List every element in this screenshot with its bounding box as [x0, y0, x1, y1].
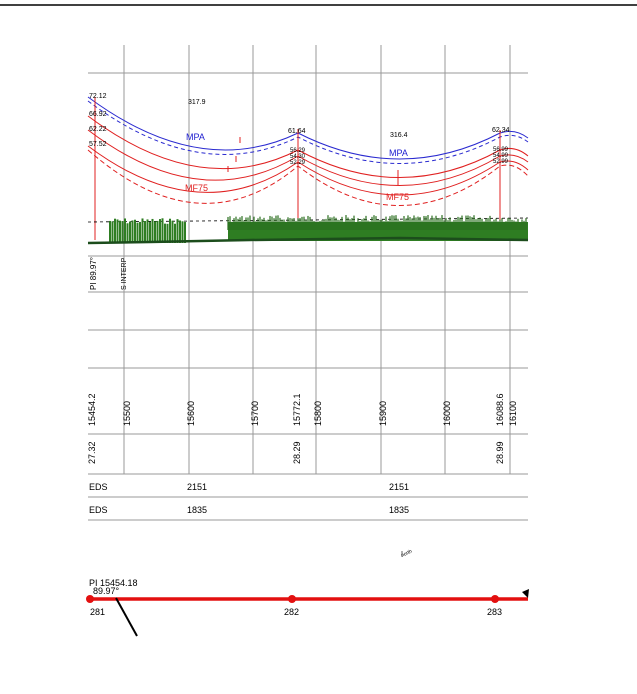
- station-label: 15800: [313, 401, 323, 426]
- station-label: 15700: [250, 401, 260, 426]
- stations: 15454.2 15500 15600 15700 15772.1 15800 15900 1…: [87, 393, 518, 464]
- grid: [88, 45, 528, 520]
- vertical-label: PI 89.97°: [89, 257, 98, 290]
- height-label: 52.99: [493, 159, 509, 165]
- height-label: 72.12: [89, 93, 107, 100]
- drawing: 72.12 66.92 62.22 57.52 317.9 MPA MF75 3…: [0, 0, 637, 694]
- arrow-head: [522, 589, 529, 598]
- wire-label: MPA: [389, 148, 408, 158]
- vertical-label: S INTERP: [121, 257, 128, 290]
- station-label: 16088.6: [495, 393, 505, 426]
- station-label: 15900: [378, 401, 388, 426]
- row-value: 1835: [389, 505, 409, 515]
- station-label: 16000: [442, 401, 452, 426]
- row-label: EDS: [89, 505, 108, 515]
- pole: [288, 595, 296, 603]
- pole-label: 283: [487, 607, 502, 617]
- ground-elevation: 27.32: [87, 441, 97, 464]
- row-value: 1835: [187, 505, 207, 515]
- pi-leader: [116, 598, 137, 636]
- span-length: 317.9: [188, 99, 206, 106]
- height-label: 62.22: [89, 126, 107, 133]
- pole-label: 281: [90, 607, 105, 617]
- station-label: 16100: [508, 401, 518, 426]
- height-label: 66.92: [89, 111, 107, 118]
- row-label: EDS: [89, 482, 108, 492]
- height-label: 61.64: [288, 128, 306, 135]
- row-value: 2151: [187, 482, 207, 492]
- wire-label: MPA: [186, 132, 205, 142]
- ground-elevation: 28.29: [292, 441, 302, 464]
- row-value: 2151: [389, 482, 409, 492]
- pole-label: 282: [284, 607, 299, 617]
- station-label: 15772.1: [292, 393, 302, 426]
- wire-label: MF75: [386, 192, 409, 202]
- height-label: 62.34: [492, 127, 510, 134]
- height-label: 57.52: [89, 141, 107, 148]
- span-length: 316.4: [390, 132, 408, 139]
- pole: [491, 595, 499, 603]
- station-label: 15454.2: [87, 393, 97, 426]
- pole: [86, 595, 94, 603]
- conductors: [88, 97, 528, 206]
- pi-angle: 89.97°: [93, 586, 120, 596]
- height-label: 52.29: [290, 160, 306, 166]
- wire-label: MF75: [185, 183, 208, 193]
- wire-mpa: [88, 97, 528, 159]
- station-label: 15600: [186, 401, 196, 426]
- ground-elevation: 28.99: [495, 441, 505, 464]
- wire-mf75: [88, 150, 528, 206]
- station-label: 15500: [122, 401, 132, 426]
